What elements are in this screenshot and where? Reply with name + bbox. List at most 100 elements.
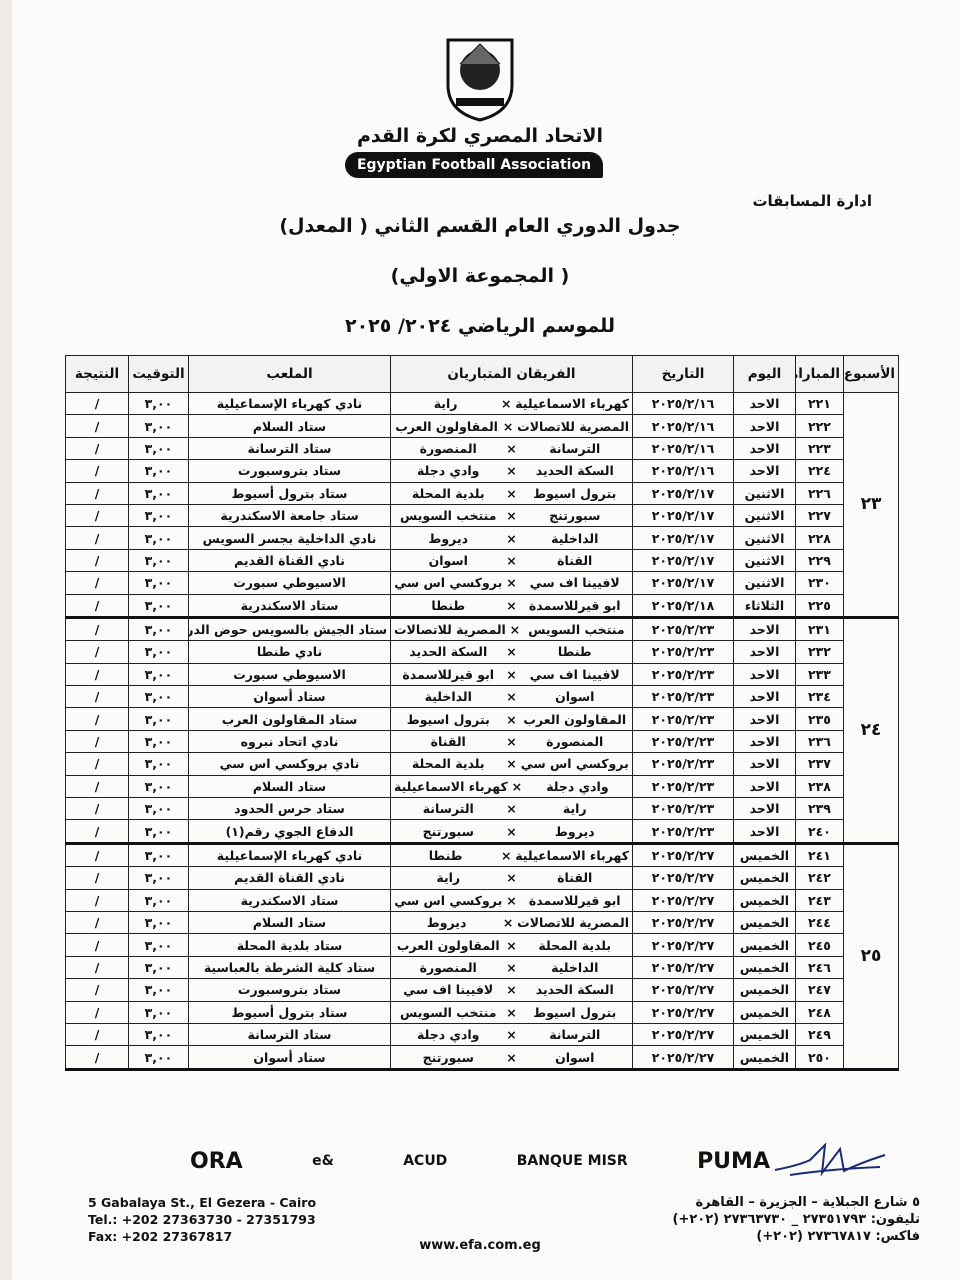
kickoff-time: ٣,٠٠	[128, 616, 189, 642]
match-day: الخميس	[733, 1045, 796, 1071]
match-number: ٢٤٨	[795, 1000, 844, 1024]
address-line: Tel.: +202 27363730 - 27351793	[88, 1212, 316, 1227]
match-day: الاحد	[733, 774, 796, 799]
result: /	[65, 640, 129, 664]
kickoff-time: ٣,٠٠	[128, 955, 189, 980]
column-header: الملعب	[188, 355, 391, 393]
teams-cell: لافيينا اف سي × ابو قيرللاسمدة	[390, 662, 633, 687]
kickoff-time: ٣,٠٠	[128, 459, 189, 483]
match-day: الاحد	[733, 685, 796, 709]
versus: ×	[506, 711, 517, 727]
versus: ×	[506, 982, 517, 998]
kickoff-time: ٣,٠٠	[128, 933, 189, 957]
stadium: ستاد المقاولون العرب	[188, 707, 391, 731]
away-team: كهرباء الاسماعيلية	[394, 778, 508, 794]
home-team: راية	[562, 801, 587, 817]
kickoff-time: ٣,٠٠	[128, 548, 189, 573]
versus: ×	[506, 959, 517, 975]
match-row: ٢٣٤ الاحد ٢٠٢٥/٢/٢٣ اسوان × الداخلية ستاد أسوا…	[65, 685, 899, 709]
match-day: الاحد	[733, 640, 796, 664]
org-arabic-name: الاتحاد المصري لكرة القدم	[357, 125, 603, 147]
kickoff-time: ٣,٠٠	[128, 707, 189, 731]
match-row: ٢٣٩ الاحد ٢٠٢٥/٢/٢٣ راية × الترسانة ستاد حرس ا…	[65, 797, 899, 821]
away-team: الداخلية	[424, 689, 472, 705]
sponsor-logo: ORA	[190, 1148, 243, 1174]
match-day: الاحد	[733, 707, 796, 731]
match-date: ٢٠٢٥/٢/١٦	[632, 391, 734, 416]
versus: ×	[506, 734, 517, 750]
teams-cell: كهرباء الاسماعيلية × طنطا	[390, 842, 633, 868]
versus: ×	[506, 1027, 517, 1043]
teams-cell: طنطا × السكة الحديد	[390, 640, 633, 664]
match-number: ٢٢٦	[795, 481, 844, 505]
stadium: نادي طنطا	[188, 640, 391, 664]
match-date: ٢٠٢٥/٢/٢٧	[632, 1022, 734, 1047]
stadium: ستاد الاسكندرية	[188, 593, 391, 619]
teams: القناة × اسوان	[394, 553, 629, 568]
match-row: ٢٢٢ الاحد ٢٠٢٥/٢/١٦ المصرية للاتصالات × المقا…	[65, 414, 899, 438]
match-number: ٢٣٠	[795, 571, 844, 595]
away-team: ابو قيرللاسمدة	[402, 666, 495, 682]
match-number: ٢٤٥	[795, 933, 844, 957]
match-number: ٢٥٠	[795, 1045, 844, 1071]
match-day: الخميس	[733, 933, 796, 957]
teams: وادي دجلة × كهرباء الاسماعيلية	[394, 779, 629, 794]
match-row: ٢٢٣ الاحد ٢٠٢٥/٢/١٦ الترسانة × المنصورة ستاد ا…	[65, 436, 899, 461]
column-header: الفريقان المتباريان	[390, 355, 633, 393]
match-day: الاحد	[733, 414, 796, 438]
stadium: نادي كهرباء الإسماعيلية	[188, 391, 391, 416]
kickoff-time: ٣,٠٠	[128, 797, 189, 821]
column-header: الأسبوع	[843, 355, 899, 393]
home-team: اسوان	[555, 689, 595, 705]
match-number: ٢٢٣	[795, 436, 844, 461]
match-row: ٢٥٠ الخميس ٢٠٢٥/٢/٢٧ اسوان × سبورتنج ستاد أسوا…	[65, 1045, 899, 1071]
match-date: ٢٠٢٥/٢/١٨	[632, 593, 734, 619]
match-number: ٢٢٥	[795, 593, 844, 619]
teams: كهرباء الاسماعيلية × راية	[394, 396, 629, 411]
versus: ×	[511, 778, 523, 794]
versus: ×	[502, 418, 514, 434]
home-team: بلدية المحلة	[538, 937, 612, 953]
stadium: الاسيوطي سبورت	[188, 571, 391, 595]
away-team: اسوان	[428, 552, 468, 568]
versus: ×	[506, 756, 517, 772]
teams-cell: ابو قيرللاسمدة × بروكسي اس سي	[390, 888, 633, 912]
away-team: الترسانة	[422, 801, 474, 817]
match-number: ٢٣٩	[795, 797, 844, 821]
match-date: ٢٠٢٥/٢/٢٣	[632, 729, 734, 754]
teams: المقاولون العرب × بترول اسيوط	[394, 712, 629, 727]
match-date: ٢٠٢٥/٢/١٦	[632, 414, 734, 438]
away-team: المقاولون العرب	[396, 937, 500, 953]
match-date: ٢٠٢٥/٢/٢٣	[632, 616, 734, 642]
result: /	[65, 752, 129, 776]
home-team: المصرية للاتصالات	[517, 418, 629, 434]
result: /	[65, 866, 129, 890]
fixtures-table: الأسبوعالمباراةاليومالتاريخالفريقان المت…	[65, 355, 899, 1071]
match-number: ٢٣١	[795, 616, 844, 642]
week-number: ٢٤	[843, 616, 899, 845]
result: /	[65, 571, 129, 595]
teams-cell: بترول اسيوط × منتخب السويس	[390, 1000, 633, 1024]
match-date: ٢٠٢٥/٢/١٧	[632, 571, 734, 595]
match-day: الاحد	[733, 729, 796, 754]
kickoff-time: ٣,٠٠	[128, 391, 189, 416]
teams-cell: بلدية المحلة × المقاولون العرب	[390, 933, 633, 957]
match-number: ٢٤٠	[795, 819, 844, 845]
result: /	[65, 593, 129, 619]
teams: المصرية للاتصالات × ديروط	[394, 915, 629, 930]
teams: القناة × راية	[394, 870, 629, 885]
teams: طنطا × السكة الحديد	[394, 644, 629, 659]
teams: لافيينا اف سي × ابو قيرللاسمدة	[394, 667, 629, 682]
versus: ×	[500, 848, 512, 863]
away-team: سبورتنج	[422, 1049, 474, 1065]
match-day: الخميس	[733, 1022, 796, 1047]
stadium: نادي بروكسي اس سي	[188, 752, 391, 776]
footer-english: 5 Gabalaya St., El Gezera - Cairo Tel.: +…	[88, 1194, 316, 1245]
result: /	[65, 933, 129, 957]
result: /	[65, 503, 129, 528]
result: /	[65, 842, 129, 868]
stadium: ستاد الاسكندرية	[188, 888, 391, 912]
kickoff-time: ٣,٠٠	[128, 978, 189, 1002]
away-team: وادي دجلة	[417, 463, 480, 479]
match-day: الثلاثاء	[733, 593, 796, 619]
